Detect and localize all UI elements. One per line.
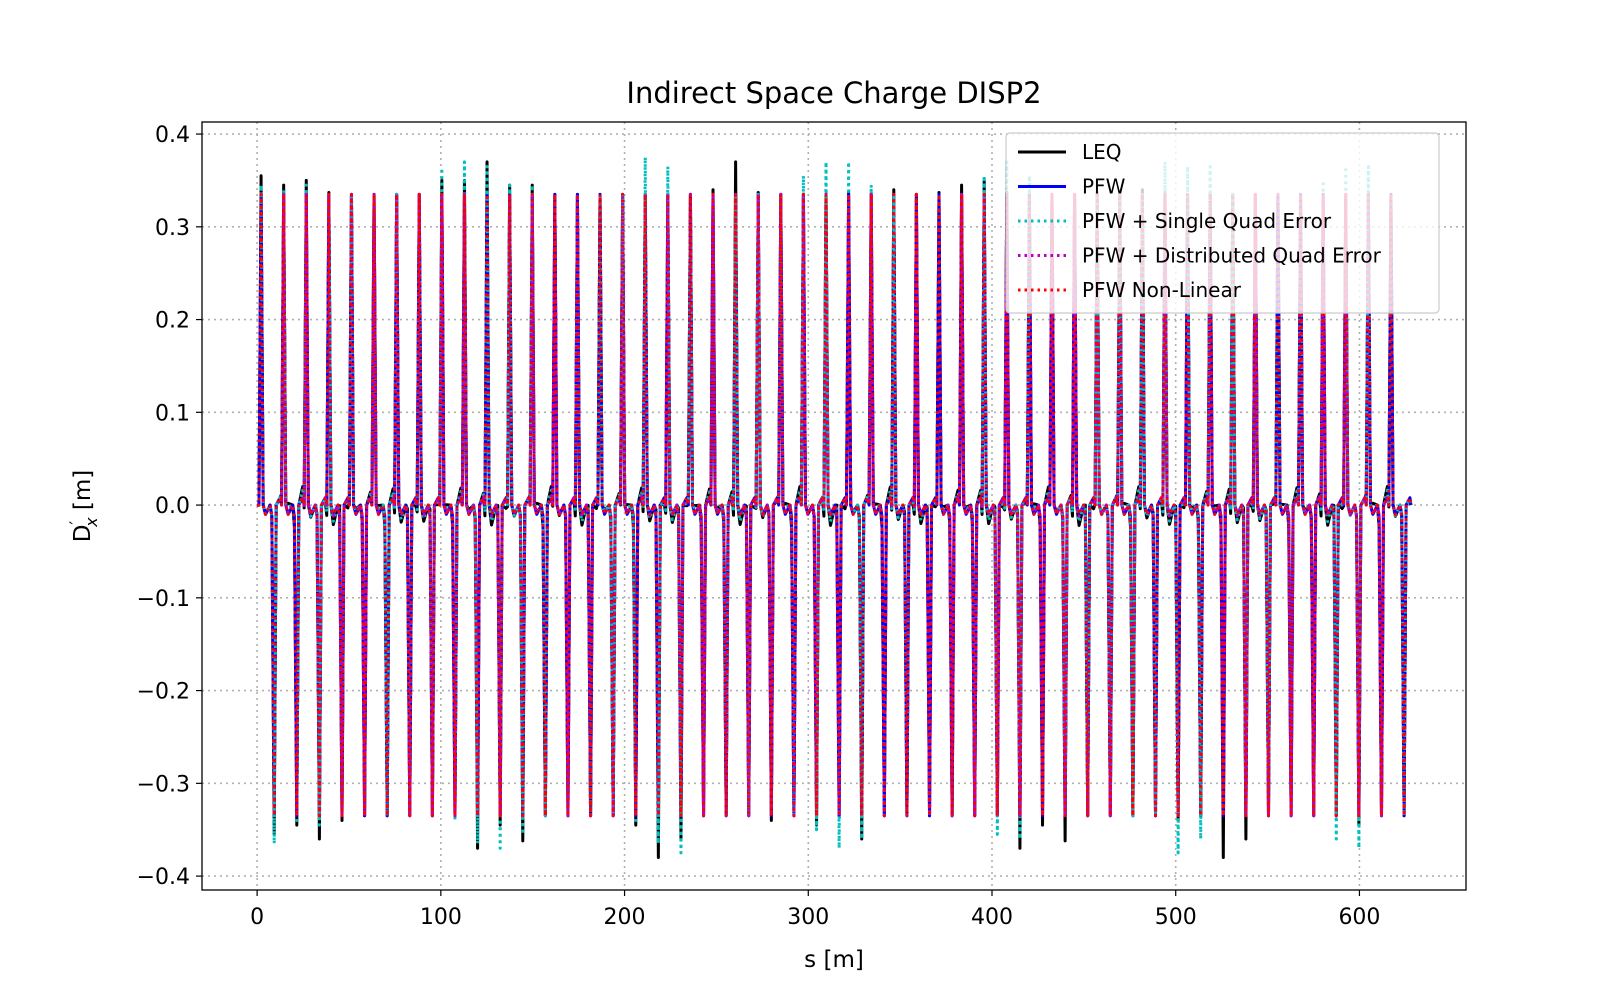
x-axis-ticks: 0 100 200 300 400 500 600 bbox=[250, 890, 1380, 930]
legend-label: PFW + Single Quad Error bbox=[1082, 209, 1332, 233]
legend: LEQ PFW PFW + Single Quad Error PFW + Distr… bbox=[1005, 132, 1440, 314]
series-layer bbox=[257, 155, 1413, 860]
chart-title: Indirect Space Charge DISP2 bbox=[626, 76, 1041, 110]
series-line-pfw-non-linear bbox=[257, 192, 1413, 818]
legend-box bbox=[1005, 132, 1440, 314]
x-axis-label: s [m] bbox=[804, 947, 864, 973]
x-tick-label: 300 bbox=[787, 905, 829, 930]
y-tick-label: 0.0 bbox=[155, 494, 190, 519]
y-tick-label: 0.2 bbox=[155, 309, 190, 334]
y-axis-label-unit: [m] bbox=[70, 470, 96, 518]
y-axis-label: D′x [m] bbox=[66, 470, 101, 543]
y-tick-label: 0.1 bbox=[155, 401, 190, 426]
y-tick-label: 0.3 bbox=[155, 216, 190, 241]
x-tick-label: 0 bbox=[250, 905, 264, 930]
y-tick-label: −0.3 bbox=[137, 772, 190, 797]
y-axis-label-prime: ′ bbox=[66, 521, 85, 525]
plot-frame bbox=[201, 121, 1467, 891]
x-tick-label: 500 bbox=[1155, 905, 1197, 930]
y-axis-label-main: D bbox=[70, 525, 96, 543]
y-axis-label-group: D′x [m] bbox=[66, 470, 101, 543]
y-tick-label: −0.1 bbox=[137, 587, 190, 612]
y-axis-ticks: 0.4 0.3 0.2 0.1 0.0 −0.1 −0.2 −0.3 −0.4 bbox=[137, 123, 202, 890]
legend-label: PFW Non-Linear bbox=[1082, 278, 1242, 302]
y-tick-label: −0.4 bbox=[137, 865, 190, 890]
y-axis-label-sub: x bbox=[82, 517, 101, 528]
legend-label: LEQ bbox=[1082, 140, 1122, 164]
legend-label: PFW + Distributed Quad Error bbox=[1082, 244, 1382, 268]
y-tick-label: −0.2 bbox=[137, 680, 190, 705]
x-tick-label: 600 bbox=[1338, 905, 1380, 930]
x-tick-label: 200 bbox=[604, 905, 646, 930]
y-tick-label: 0.4 bbox=[155, 123, 190, 148]
x-tick-label: 100 bbox=[420, 905, 462, 930]
x-tick-label: 400 bbox=[971, 905, 1013, 930]
legend-label: PFW bbox=[1082, 175, 1126, 199]
